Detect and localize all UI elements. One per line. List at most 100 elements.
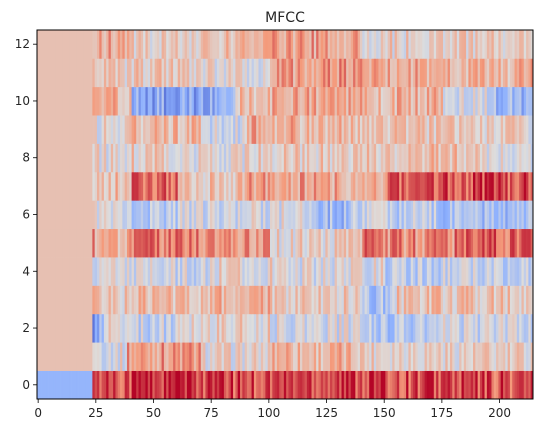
heatmap-cell — [392, 228, 395, 258]
heatmap-cell — [489, 143, 492, 173]
heatmap-cell — [170, 171, 174, 201]
heatmap-cell — [336, 171, 340, 201]
heatmap-cell — [156, 285, 160, 315]
heatmap-cell — [99, 228, 102, 258]
heatmap-cell — [200, 370, 204, 400]
heatmap-cell — [413, 200, 416, 230]
heatmap-cell — [221, 285, 225, 315]
heatmap-cell — [466, 228, 469, 258]
heatmap-cell — [318, 30, 322, 59]
heatmap-cell — [334, 257, 338, 286]
heatmap-cell — [309, 342, 312, 371]
heatmap-cell — [329, 86, 333, 116]
heatmap-cell — [438, 115, 442, 144]
heatmap-cell — [362, 86, 365, 116]
heatmap-cell — [182, 228, 185, 258]
heatmap-cell — [473, 228, 476, 258]
heatmap-cell — [350, 313, 354, 343]
heatmap-cell — [154, 143, 158, 173]
heatmap-cell — [503, 115, 506, 144]
heatmap-cell — [156, 86, 160, 116]
heatmap-cell — [475, 228, 478, 258]
heatmap-cell — [186, 313, 190, 343]
heatmap-cell — [85, 228, 89, 258]
heatmap-cell — [477, 228, 481, 258]
heatmap-cell — [341, 285, 345, 315]
heatmap-cell — [240, 86, 243, 116]
heatmap-cell — [470, 115, 474, 144]
heatmap-cell — [270, 370, 273, 400]
heatmap-cell — [103, 342, 107, 371]
heatmap-cell — [200, 342, 204, 371]
heatmap-cell — [484, 58, 488, 88]
heatmap-cell — [399, 342, 402, 371]
heatmap-cell — [496, 285, 499, 315]
heatmap-cell — [355, 143, 359, 173]
heatmap-cell — [276, 58, 280, 88]
heatmap-cell — [339, 228, 342, 258]
heatmap-cell — [219, 143, 222, 173]
heatmap-cell — [415, 257, 418, 286]
heatmap-cell — [117, 228, 121, 258]
heatmap-cell — [154, 200, 158, 230]
heatmap-cell — [355, 86, 359, 116]
heatmap-cell — [327, 313, 331, 343]
heatmap-cell — [429, 30, 432, 59]
heatmap-cell — [341, 370, 345, 400]
heatmap-cell — [410, 342, 414, 371]
heatmap-cell — [410, 313, 414, 343]
heatmap-cell — [126, 313, 130, 343]
heatmap-cell — [177, 115, 181, 144]
heatmap-cell — [83, 370, 86, 400]
heatmap-cell — [41, 171, 45, 201]
heatmap-cell — [362, 200, 365, 230]
heatmap-cell — [353, 313, 356, 343]
heatmap-cell — [482, 342, 485, 371]
heatmap-cell — [219, 30, 222, 59]
heatmap-cell — [283, 342, 287, 371]
heatmap-cell — [470, 285, 474, 315]
heatmap-cell — [184, 58, 188, 88]
heatmap-cell — [523, 143, 527, 173]
heatmap-cell — [364, 86, 368, 116]
heatmap-cell — [279, 257, 282, 286]
heatmap-cell — [108, 342, 112, 371]
heatmap-cell — [429, 342, 432, 371]
heatmap-cell — [69, 257, 72, 286]
heatmap-cell — [270, 58, 273, 88]
heatmap-cell — [348, 30, 352, 59]
heatmap-cell — [173, 257, 176, 286]
heatmap-cell — [519, 86, 522, 116]
heatmap-cell — [295, 200, 299, 230]
heatmap-cell — [156, 370, 160, 400]
heatmap-cell — [300, 171, 303, 201]
heatmap-cell — [410, 370, 414, 400]
heatmap-cell — [129, 342, 132, 371]
heatmap-cell — [443, 342, 446, 371]
heatmap-cell — [288, 200, 292, 230]
heatmap-cell — [486, 200, 490, 230]
heatmap-cell — [124, 228, 128, 258]
heatmap-cell — [260, 200, 264, 230]
heatmap-cell — [313, 257, 317, 286]
heatmap-cell — [133, 370, 137, 400]
heatmap-cell — [380, 313, 384, 343]
heatmap-cell — [419, 285, 423, 315]
heatmap-cell — [500, 200, 504, 230]
heatmap-cell — [389, 171, 393, 201]
heatmap-cell — [279, 171, 282, 201]
heatmap-cell — [150, 257, 153, 286]
heatmap-cell — [156, 30, 160, 59]
heatmap-cell — [237, 257, 241, 286]
heatmap-cell — [440, 143, 444, 173]
heatmap-cell — [233, 171, 236, 201]
heatmap-cell — [267, 228, 271, 258]
heatmap-cell — [433, 171, 437, 201]
heatmap-cell — [355, 342, 359, 371]
heatmap-cell — [106, 228, 109, 258]
heatmap-cell — [177, 86, 181, 116]
heatmap-cell — [507, 313, 511, 343]
heatmap-cell — [406, 58, 409, 88]
heatmap-cell — [329, 58, 333, 88]
heatmap-cell — [87, 342, 91, 371]
